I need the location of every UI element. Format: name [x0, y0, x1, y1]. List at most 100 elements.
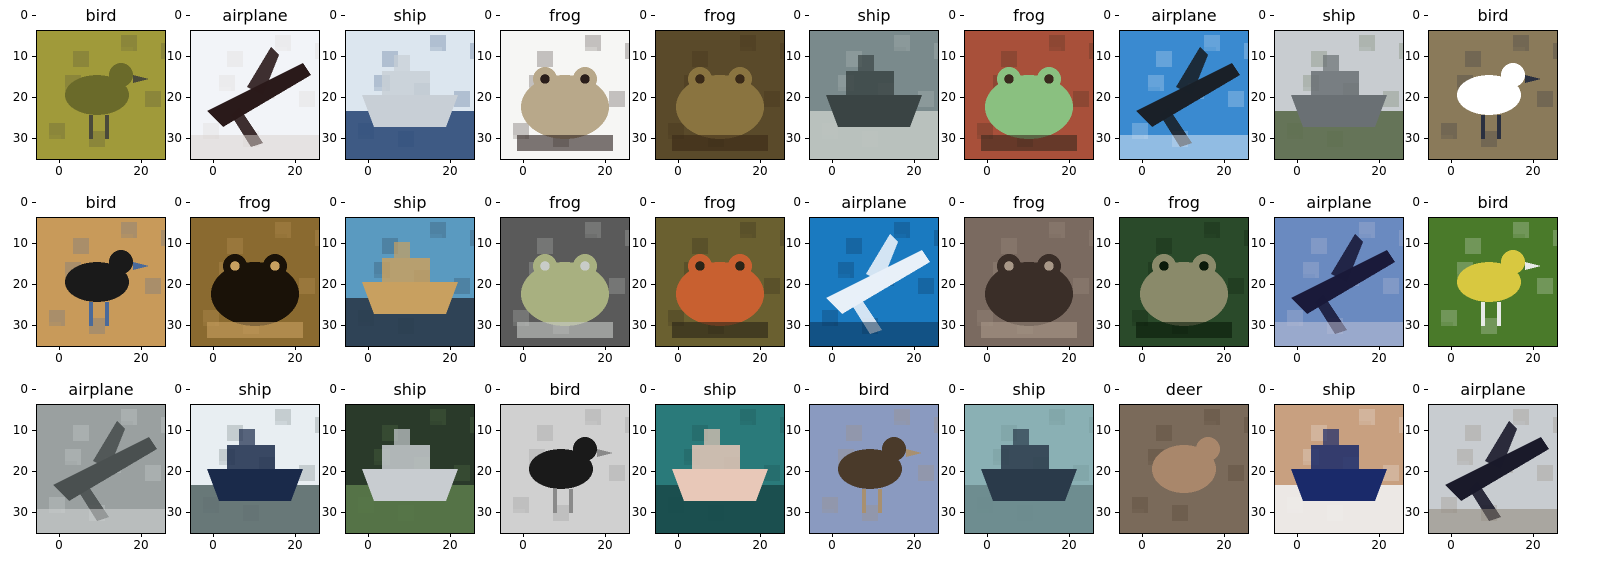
subplot-title: ship: [857, 6, 891, 25]
image-thumbnail: [809, 30, 939, 160]
y-tick-label: 10: [309, 236, 345, 250]
x-tick-label: 0: [817, 346, 847, 365]
x-tick-label: 0: [1436, 159, 1466, 178]
x-tick-label: 20: [745, 533, 775, 552]
subplot-title: frog: [704, 193, 736, 212]
y-tick-label: 0: [1392, 8, 1428, 22]
x-tick-label: 0: [508, 346, 538, 365]
subplot-frog: frog 0 10 20 30 0 20: [1083, 187, 1249, 367]
y-tick-label: 30: [154, 505, 190, 519]
x-tick-label: 20: [590, 159, 620, 178]
y-tick-label: 10: [1392, 423, 1428, 437]
y-tick-label: 0: [154, 195, 190, 209]
y-tick-label: 10: [619, 236, 655, 250]
image-pixels: [1120, 31, 1248, 159]
y-tick-label: 10: [1083, 49, 1119, 63]
image-pixels: [37, 31, 165, 159]
image-thumbnail: [1119, 217, 1249, 347]
image-pixels: [656, 31, 784, 159]
subplot-title: ship: [1012, 380, 1046, 399]
y-tick-label: 30: [309, 131, 345, 145]
y-tick-label: 30: [1083, 318, 1119, 332]
subplot-title: bird: [858, 380, 890, 399]
image-pixels: [1275, 31, 1403, 159]
y-tick-label: 10: [0, 423, 36, 437]
y-tick-label: 0: [1392, 195, 1428, 209]
y-tick-label: 30: [1238, 318, 1274, 332]
y-tick-label: 0: [0, 8, 36, 22]
subplot-frog: frog 0 10 20 30 0 20: [928, 0, 1094, 180]
y-tick-label: 10: [1392, 49, 1428, 63]
image-thumbnail: [190, 404, 320, 534]
x-tick-label: 0: [972, 159, 1002, 178]
x-tick-label: 20: [280, 346, 310, 365]
x-tick-label: 20: [1518, 346, 1548, 365]
x-tick-label: 0: [198, 346, 228, 365]
subplot-title: bird: [85, 193, 117, 212]
x-tick-label: 20: [590, 346, 620, 365]
y-tick-label: 10: [1392, 236, 1428, 250]
y-tick-label: 30: [1392, 318, 1428, 332]
subplot-ship: ship 0 10 20 30 0 20: [309, 0, 475, 180]
y-tick-label: 30: [1238, 131, 1274, 145]
y-tick-label: 30: [773, 505, 809, 519]
x-tick-label: 20: [1364, 533, 1394, 552]
subplot-ship: ship 0 10 20 30 0 20: [619, 374, 785, 554]
x-tick-label: 0: [817, 159, 847, 178]
x-tick-label: 0: [817, 533, 847, 552]
x-tick-label: 0: [1282, 159, 1312, 178]
y-tick-label: 10: [1083, 236, 1119, 250]
subplot-frog: frog 0 10 20 30 0 20: [928, 187, 1094, 367]
y-tick-label: 20: [154, 464, 190, 478]
image-thumbnail: [345, 217, 475, 347]
x-tick-label: 20: [126, 159, 156, 178]
x-tick-label: 0: [508, 159, 538, 178]
image-thumbnail: [1274, 30, 1404, 160]
image-pixels: [656, 218, 784, 346]
y-tick-label: 10: [928, 49, 964, 63]
y-tick-label: 10: [309, 423, 345, 437]
y-tick-label: 0: [619, 8, 655, 22]
x-tick-label: 20: [435, 346, 465, 365]
image-thumbnail: [1119, 30, 1249, 160]
y-tick-label: 30: [1392, 131, 1428, 145]
x-tick-label: 20: [1364, 346, 1394, 365]
image-thumbnail: [500, 217, 630, 347]
image-pixels: [1275, 405, 1403, 533]
x-tick-label: 20: [126, 533, 156, 552]
y-tick-label: 30: [1392, 505, 1428, 519]
image-pixels: [37, 218, 165, 346]
subplot-ship: ship 0 10 20 30 0 20: [309, 374, 475, 554]
y-tick-label: 10: [619, 423, 655, 437]
y-tick-label: 20: [1392, 277, 1428, 291]
y-tick-label: 0: [154, 8, 190, 22]
x-tick-label: 20: [1209, 346, 1239, 365]
image-thumbnail: [964, 404, 1094, 534]
y-tick-label: 30: [928, 318, 964, 332]
subplot-title: ship: [393, 380, 427, 399]
x-tick-label: 20: [745, 159, 775, 178]
y-tick-label: 30: [464, 505, 500, 519]
y-tick-label: 20: [1238, 277, 1274, 291]
image-thumbnail: [1274, 404, 1404, 534]
subplot-frog: frog 0 10 20 30 0 20: [464, 187, 630, 367]
x-tick-label: 20: [745, 346, 775, 365]
image-thumbnail: [964, 30, 1094, 160]
subplot-airplane: airplane 0 10 20 30 0 20: [1392, 374, 1558, 554]
image-pixels: [346, 31, 474, 159]
y-tick-label: 30: [1083, 505, 1119, 519]
y-tick-label: 0: [773, 382, 809, 396]
image-pixels: [965, 31, 1093, 159]
image-pixels: [501, 218, 629, 346]
x-tick-label: 0: [353, 533, 383, 552]
x-tick-label: 0: [663, 533, 693, 552]
y-tick-label: 10: [154, 423, 190, 437]
x-tick-label: 0: [1127, 533, 1157, 552]
subplot-title: airplane: [1460, 380, 1526, 399]
y-tick-label: 30: [309, 318, 345, 332]
subplot-bird: bird 0 10 20 30 0 20: [0, 0, 166, 180]
subplot-title: bird: [1477, 6, 1509, 25]
image-pixels: [965, 218, 1093, 346]
y-tick-label: 30: [154, 318, 190, 332]
y-tick-label: 0: [464, 8, 500, 22]
